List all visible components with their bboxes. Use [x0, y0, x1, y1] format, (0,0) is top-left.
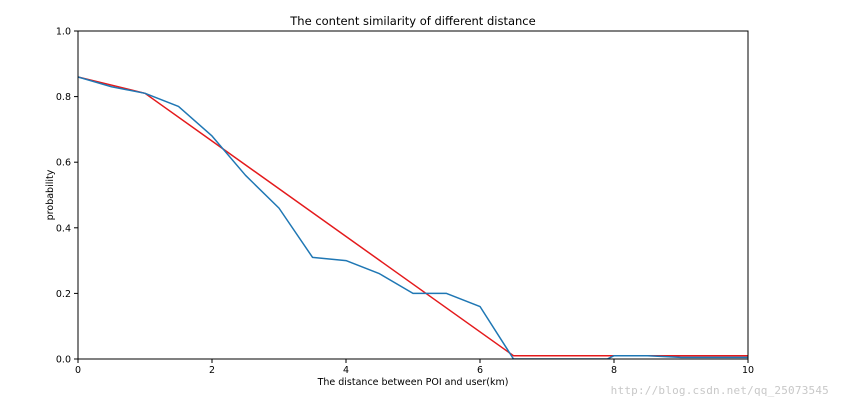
series-line-1 [78, 76, 748, 357]
x-tick-label: 8 [611, 365, 617, 376]
watermark: http://blog.csdn.net/qq_25073545 [610, 384, 829, 397]
x-axis: 0 2 4 6 8 10 [75, 359, 754, 376]
y-axis: 0.0 0.2 0.4 0.6 0.8 1.0 [56, 27, 78, 366]
x-tick-label: 0 [75, 365, 81, 376]
y-tick-label: 0.8 [56, 92, 71, 103]
x-tick-label: 2 [209, 365, 215, 376]
y-axis-label: probability [45, 169, 56, 220]
series-line-2 [78, 76, 748, 359]
chart-title: The content similarity of different dist… [289, 14, 535, 28]
x-tick-label: 10 [742, 365, 754, 376]
y-tick-label: 0.4 [56, 223, 71, 234]
x-tick-label: 6 [477, 365, 483, 376]
y-tick-label: 0.0 [56, 355, 71, 366]
plot-frame [77, 30, 749, 360]
x-axis-label: The distance between POI and user(km) [317, 377, 509, 388]
y-tick-label: 0.6 [56, 158, 71, 169]
y-tick-label: 0.2 [56, 289, 71, 300]
x-tick-label: 4 [343, 365, 349, 376]
plot-area [77, 30, 749, 360]
y-tick-label: 1.0 [56, 27, 71, 38]
